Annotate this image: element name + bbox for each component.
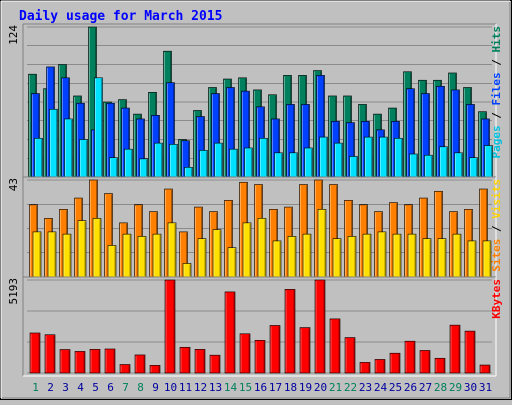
bar-kbytes-day-23 [359, 362, 371, 374]
x-label-day-25: 25 [389, 381, 402, 394]
bar-kbytes-day-20 [314, 279, 326, 374]
x-label-day-15: 15 [239, 381, 252, 394]
x-axis-labels: 1 2 3 4 5 6 7 8 9 10 11 12 13 14 15 16 17 18 19 20 21 22 23 24 2… [32, 381, 492, 394]
x-label-day-28: 28 [434, 381, 447, 394]
legend-part: Files [490, 72, 503, 105]
bar-kbytes-day-22 [344, 337, 356, 374]
x-label-day-17: 17 [269, 381, 282, 394]
x-label-day-1: 1 [32, 381, 39, 394]
bar-kbytes-day-18 [284, 289, 296, 374]
series-legend: KBytes [490, 279, 503, 319]
x-label-day-12: 12 [194, 381, 207, 394]
legend-part: Visits [490, 179, 503, 219]
x-label-day-21: 21 [329, 381, 342, 394]
x-label-day-19: 19 [299, 381, 312, 394]
x-label-day-29: 29 [449, 381, 462, 394]
bar-kbytes-day-11 [179, 346, 191, 374]
y-max-label: 5193 [7, 278, 20, 305]
x-label-day-30: 30 [464, 381, 477, 394]
chart-panels: 124 Pages / Files / Hits 43 Sites / Visits 5… [7, 23, 503, 377]
bar-kbytes-day-5 [89, 349, 101, 374]
chart-title: Daily usage for March 2015 [19, 9, 223, 24]
bar-kbytes-day-2 [44, 334, 56, 374]
series-legend: Pages / Files / Hits [490, 26, 503, 159]
bar-kbytes-day-25 [389, 352, 401, 374]
x-label-day-22: 22 [344, 381, 357, 394]
x-label-day-7: 7 [122, 381, 129, 394]
x-label-day-23: 23 [359, 381, 372, 394]
bar-kbytes-day-28 [434, 357, 446, 374]
bar-kbytes-day-4 [74, 351, 86, 374]
legend-part: Hits [490, 26, 503, 53]
bar-kbytes-day-27 [419, 350, 431, 374]
legend-part: / [490, 53, 503, 73]
x-label-day-10: 10 [164, 381, 177, 394]
bar-kbytes-day-31 [479, 364, 491, 374]
bar-kbytes-day-26 [404, 340, 416, 374]
panel-2: 43 Sites / Visits [7, 176, 503, 281]
legend-part: KBytes [490, 279, 503, 319]
legend-part: / [490, 106, 503, 126]
x-label-day-24: 24 [374, 381, 388, 394]
bar-kbytes-day-14 [224, 291, 236, 374]
x-label-day-26: 26 [404, 381, 417, 394]
bar-kbytes-day-1 [29, 332, 41, 374]
x-label-day-11: 11 [179, 381, 192, 394]
bar-kbytes-day-21 [329, 318, 341, 374]
bar-kbytes-day-13 [209, 354, 221, 374]
bar-kbytes-day-30 [464, 330, 476, 374]
bar-kbytes-day-12 [194, 349, 206, 374]
legend-part: Sites [490, 239, 503, 272]
x-label-day-14: 14 [224, 381, 238, 394]
bar-kbytes-day-17 [269, 325, 281, 374]
x-label-day-3: 3 [62, 381, 69, 394]
bar-kbytes-day-29 [449, 324, 461, 374]
y-max-label: 43 [7, 178, 20, 191]
bar-kbytes-day-24 [374, 359, 386, 374]
x-label-day-4: 4 [77, 381, 84, 394]
x-label-day-16: 16 [254, 381, 267, 394]
bar-kbytes-day-16 [254, 340, 266, 374]
legend-part: Pages [490, 125, 503, 158]
panel-3: 5193 KBytes [7, 276, 503, 377]
panel-1: 124 Pages / Files / Hits [7, 23, 503, 181]
x-label-day-27: 27 [419, 381, 432, 394]
bar-kbytes-day-3 [59, 349, 71, 374]
x-label-day-18: 18 [284, 381, 297, 394]
x-label-day-20: 20 [314, 381, 327, 394]
bar-kbytes-day-9 [149, 365, 161, 374]
bar-kbytes-day-7 [119, 364, 131, 374]
x-label-day-8: 8 [137, 381, 144, 394]
legend-part: / [490, 219, 503, 239]
x-label-day-2: 2 [47, 381, 54, 394]
x-label-day-6: 6 [107, 381, 114, 394]
bar-kbytes-day-19 [299, 327, 311, 374]
x-label-day-31: 31 [479, 381, 492, 394]
bar-kbytes-day-6 [104, 348, 116, 374]
bar-kbytes-day-15 [239, 333, 251, 374]
bar-kbytes-day-10 [164, 279, 176, 374]
x-label-day-9: 9 [152, 381, 159, 394]
bar-kbytes-day-8 [134, 354, 146, 374]
x-label-day-5: 5 [92, 381, 99, 394]
y-max-label: 124 [7, 25, 20, 45]
series-legend: Sites / Visits [490, 179, 503, 272]
x-label-day-13: 13 [209, 381, 222, 394]
